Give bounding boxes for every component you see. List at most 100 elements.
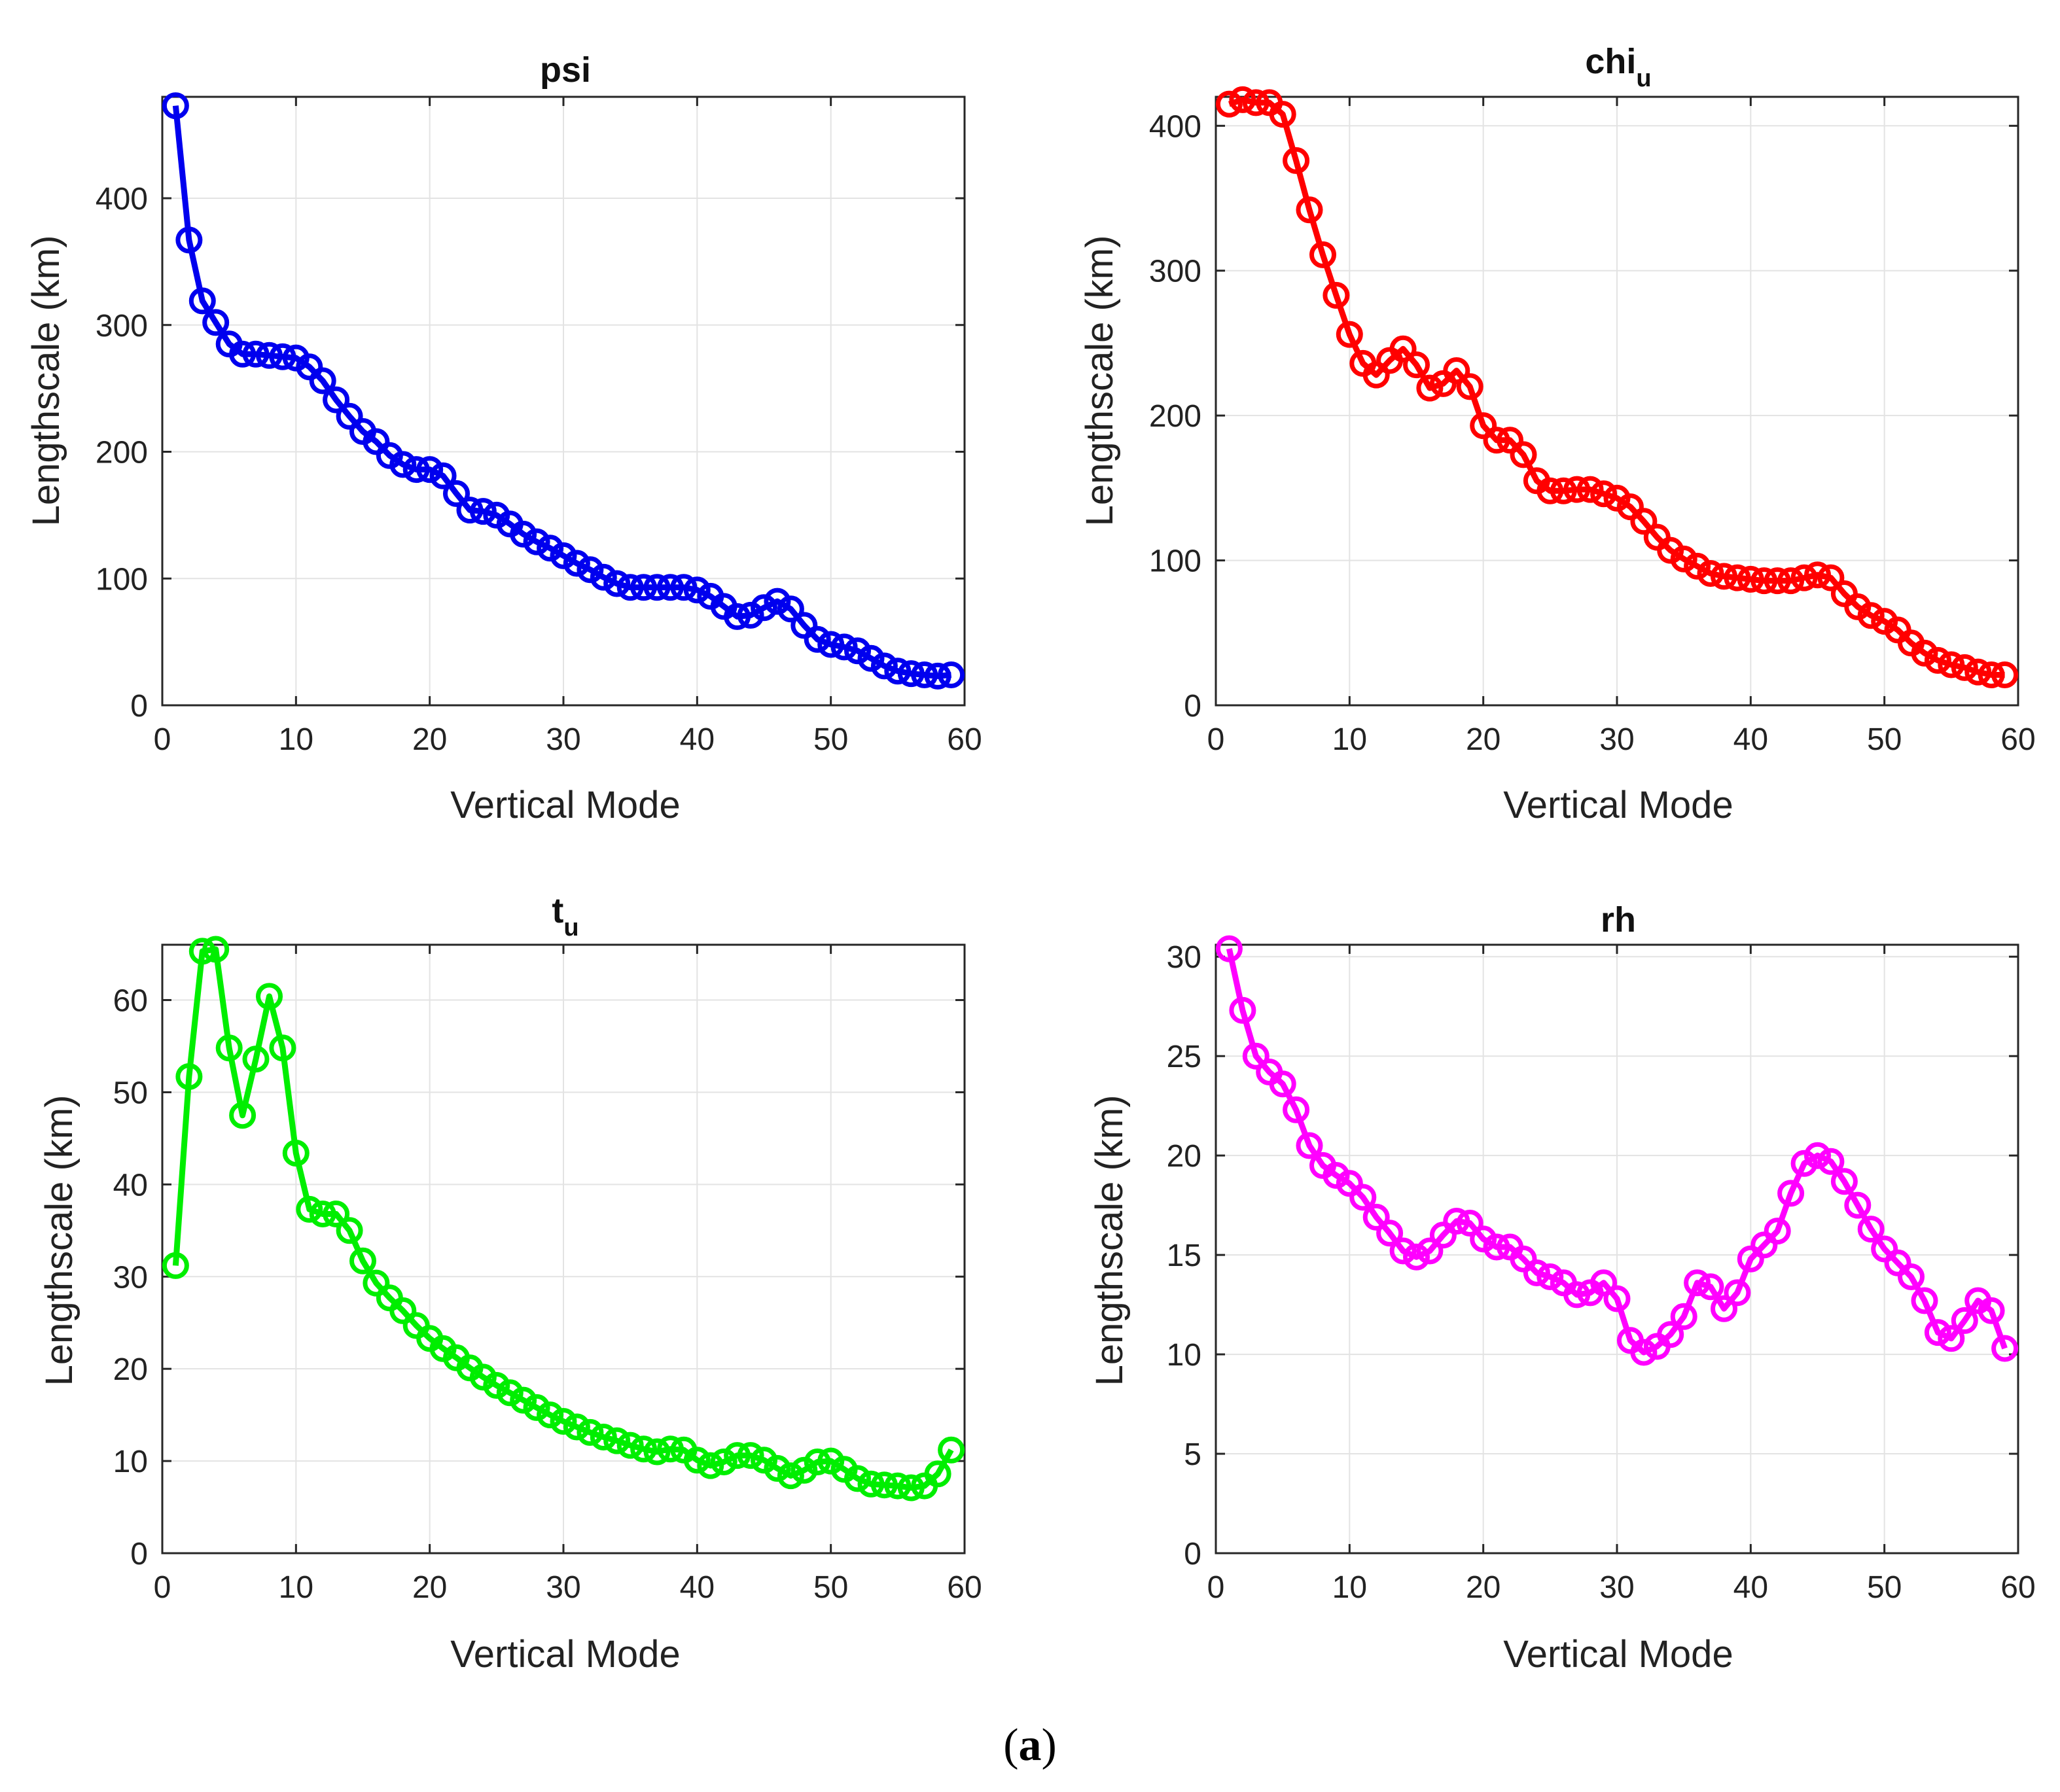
data-point bbox=[737, 601, 764, 629]
data-point bbox=[1991, 661, 2019, 688]
data-point bbox=[1510, 441, 1537, 468]
data-point bbox=[1777, 1180, 1805, 1207]
data-point bbox=[1804, 1142, 1831, 1169]
x-tick-label: 10 bbox=[279, 722, 313, 757]
x-tick-label: 30 bbox=[1599, 1570, 1634, 1605]
data-point bbox=[1817, 1148, 1845, 1175]
data-point bbox=[1924, 1319, 1951, 1346]
x-tick-label: 60 bbox=[947, 1570, 982, 1605]
data-point bbox=[577, 556, 604, 584]
data-point bbox=[670, 574, 698, 601]
plot-title: rh bbox=[1601, 900, 1636, 940]
y-tick-label: 20 bbox=[113, 1352, 148, 1387]
data-point bbox=[1483, 427, 1510, 454]
data-point bbox=[577, 1418, 604, 1446]
data-point bbox=[1764, 567, 1791, 595]
data-point bbox=[590, 1424, 617, 1450]
data-point bbox=[550, 542, 577, 569]
data-point bbox=[510, 520, 537, 548]
y-tick-label: 0 bbox=[130, 1537, 148, 1572]
data-point bbox=[630, 574, 658, 601]
data-point bbox=[603, 570, 631, 597]
data-point bbox=[1389, 335, 1417, 362]
data-point bbox=[616, 574, 644, 601]
data-point bbox=[1362, 1203, 1390, 1231]
y-tick-label: 200 bbox=[1149, 399, 1201, 434]
data-point bbox=[483, 1372, 510, 1399]
x-tick-label: 0 bbox=[154, 722, 171, 757]
data-point bbox=[1323, 281, 1350, 309]
data-point bbox=[1443, 357, 1470, 384]
data-point bbox=[1296, 1132, 1323, 1159]
data-point bbox=[349, 1247, 376, 1274]
plot-area: 0 10 20 30 40 50 60 0 100 200 300 400 bbox=[1149, 86, 2036, 757]
x-tick-label: 30 bbox=[546, 1570, 580, 1605]
data-point bbox=[1911, 1287, 1938, 1314]
x-tick-label: 30 bbox=[546, 722, 580, 757]
data-point bbox=[1777, 567, 1805, 595]
data-point bbox=[657, 1435, 684, 1463]
data-point bbox=[323, 386, 350, 413]
data-point bbox=[1911, 639, 1938, 667]
x-tick-label: 20 bbox=[412, 722, 447, 757]
data-point bbox=[1349, 1184, 1377, 1211]
y-tick-label: 100 bbox=[1149, 544, 1201, 579]
data-point bbox=[469, 1363, 497, 1391]
data-point bbox=[924, 1460, 951, 1488]
x-tick-label: 40 bbox=[680, 1570, 715, 1605]
x-tick-label: 0 bbox=[1207, 1570, 1225, 1605]
data-point bbox=[844, 637, 871, 665]
y-tick-label: 20 bbox=[1167, 1139, 1201, 1174]
x-tick-label: 20 bbox=[412, 1570, 447, 1605]
y-tick-label: 100 bbox=[96, 562, 148, 597]
data-point bbox=[764, 1454, 791, 1482]
data-point bbox=[1951, 654, 1978, 681]
data-point bbox=[537, 535, 564, 562]
data-point bbox=[1215, 935, 1243, 962]
y-tick-label: 30 bbox=[1167, 940, 1201, 975]
data-point bbox=[1830, 1168, 1858, 1195]
data-point bbox=[563, 550, 590, 577]
data-point bbox=[870, 1471, 898, 1499]
plot-area: 0 10 20 30 40 50 60 0 5 10 15 20 25 30 bbox=[1167, 935, 2036, 1605]
data-point bbox=[1510, 1245, 1537, 1273]
data-point bbox=[1616, 493, 1644, 521]
y-tick-label: 400 bbox=[96, 182, 148, 217]
data-point bbox=[1711, 563, 1737, 590]
data-point bbox=[1924, 646, 1951, 674]
data-point bbox=[751, 1447, 777, 1474]
plot-panel-rh: rh 0 10 20 30 40 50 60 0 5 10 15 20 25 30 Vertical Mo… bbox=[1088, 900, 2036, 1676]
y-tick-label: 0 bbox=[1184, 1537, 1201, 1572]
data-point bbox=[1336, 1170, 1363, 1197]
x-tick-label: 40 bbox=[1733, 722, 1768, 757]
data-point bbox=[817, 1447, 845, 1475]
data-point bbox=[523, 528, 550, 555]
data-point bbox=[296, 1195, 323, 1223]
data-point bbox=[1443, 1208, 1470, 1235]
y-tick-label: 40 bbox=[113, 1168, 148, 1203]
data-point bbox=[456, 497, 484, 524]
data-point bbox=[1790, 1150, 1818, 1177]
data-point bbox=[1630, 508, 1658, 535]
data-point bbox=[1563, 476, 1591, 503]
x-tick-label: 60 bbox=[2000, 1570, 2035, 1605]
x-tick-label: 40 bbox=[680, 722, 715, 757]
data-point bbox=[296, 353, 323, 381]
data-point bbox=[309, 367, 336, 395]
data-point bbox=[657, 574, 684, 601]
data-point bbox=[1844, 1191, 1872, 1219]
data-point bbox=[1470, 1225, 1497, 1253]
data-point bbox=[443, 480, 470, 507]
y-axis-label: Lengthscale (km) bbox=[38, 1095, 80, 1386]
data-point bbox=[162, 1252, 189, 1279]
data-point bbox=[1269, 101, 1296, 128]
y-tick-label: 300 bbox=[96, 309, 148, 343]
x-tick-label: 10 bbox=[279, 1570, 313, 1605]
y-axis-label: Lengthscale (km) bbox=[1088, 1095, 1131, 1386]
data-point bbox=[1857, 602, 1885, 629]
data-point bbox=[844, 1465, 871, 1492]
data-point bbox=[215, 1034, 243, 1062]
data-point bbox=[751, 594, 777, 622]
data-point bbox=[242, 1045, 270, 1073]
data-point bbox=[1283, 147, 1310, 174]
